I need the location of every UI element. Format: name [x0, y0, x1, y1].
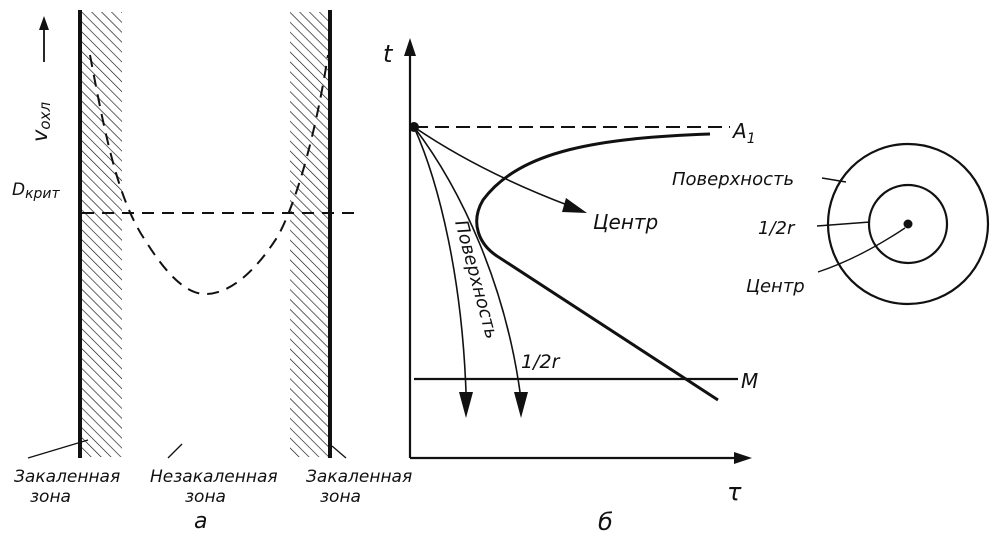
half-r-curve-label: 1/2r	[521, 351, 561, 373]
tau-axis-label: τ	[727, 478, 742, 506]
half-r-arrowhead	[514, 392, 528, 418]
cooling-rate-label: vохл	[28, 102, 54, 142]
t-axis-arrowhead	[404, 38, 416, 56]
section-surface-label: Поверхность	[672, 169, 794, 190]
hardened-zone-right	[290, 12, 330, 457]
critical-rate-label: Dкрит	[12, 180, 61, 202]
section-center-label: Центр	[746, 276, 805, 297]
cross-section: Поверхность 1/2r Центр	[672, 142, 990, 306]
center-dot	[903, 219, 913, 229]
panel-a-letter: a	[194, 509, 207, 534]
panel-a: vохл Dкрит Закаленная зона Незакаленная …	[12, 10, 418, 534]
cooling-curve-center	[413, 126, 571, 207]
center-curve-label: Центр	[593, 210, 658, 234]
outer-circle-surface	[826, 142, 990, 306]
panel-b: t τ A1 M Центр Поверхность 1/2r б	[383, 38, 758, 536]
leader-left-zone	[27, 439, 89, 459]
a1-label: A1	[731, 119, 756, 147]
panel-b-letter: б	[598, 508, 613, 536]
section-half-r-label: 1/2r	[758, 218, 796, 239]
surface-arrowhead	[459, 392, 473, 418]
center-arrowhead	[562, 198, 587, 213]
leader-middle-zone	[167, 443, 183, 459]
cooling-rate-curve	[89, 54, 329, 296]
cooling-curve-half-r	[413, 126, 521, 393]
section-center-leader	[817, 227, 906, 273]
hardened-zone-left	[80, 12, 122, 457]
leader-right-zone	[331, 445, 347, 459]
section-surface-leader	[821, 177, 847, 183]
transformation-c-curve	[475, 132, 719, 402]
m-label: M	[741, 369, 758, 393]
zone-left-label: Закаленная зона	[14, 467, 126, 507]
zone-middle-label: Незакаленная зона	[150, 467, 283, 507]
section-half-r-leader	[816, 221, 871, 227]
cooling-rate-arrowhead	[39, 16, 49, 30]
cooling-curve-surface	[413, 126, 467, 393]
zone-right-label: Закаленная зона	[306, 467, 418, 507]
inner-circle-half-r	[867, 183, 949, 265]
tau-axis-arrowhead	[734, 452, 752, 464]
t-axis-label: t	[383, 40, 394, 68]
